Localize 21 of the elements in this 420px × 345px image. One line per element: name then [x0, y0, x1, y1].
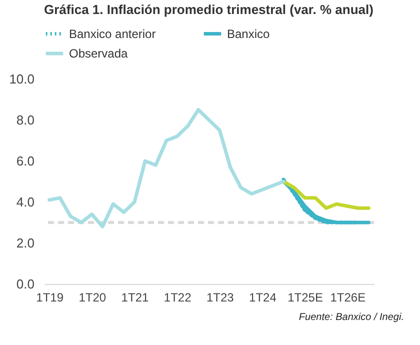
y-tick-label: 10.0: [9, 72, 34, 86]
chart-title: Gráfica 1. Inflación promedio trimestral (var. % anual): [44, 2, 374, 17]
x-tick-label: 1T23: [206, 290, 234, 304]
y-tick-label: 6.0: [16, 154, 34, 168]
x-tick-label: 1T21: [121, 290, 149, 304]
line-series: [282, 180, 370, 210]
legend-label: Observada: [69, 46, 128, 60]
legend-label: Banxico: [227, 26, 270, 41]
x-tick-label: 1T26E: [330, 290, 366, 304]
legend-label: Banxico anterior: [69, 26, 156, 41]
line-series: [48, 108, 286, 228]
y-tick-label: 0.0: [16, 276, 34, 292]
x-tick-label: 1T20: [78, 290, 106, 304]
y-tick-label: 8.0: [16, 112, 34, 128]
x-tick-label: 1T25E: [288, 290, 323, 304]
source-note: Fuente: Banxico / Inegi.: [298, 312, 404, 323]
x-tick-label: 1T19: [36, 290, 64, 304]
y-tick-label: 2.0: [16, 236, 34, 250]
y-tick-label: 4.0: [16, 194, 34, 210]
x-tick-label: 1T22: [164, 290, 192, 304]
x-tick-label: 1T24: [249, 290, 277, 304]
